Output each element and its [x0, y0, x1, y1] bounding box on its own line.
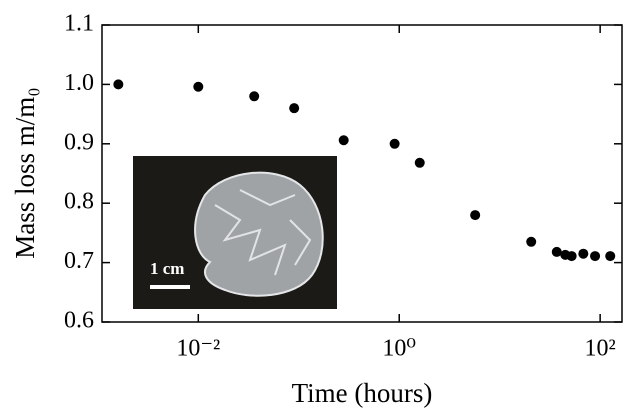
x-tick-label: 10⁻²: [176, 336, 220, 362]
scale-label: 1 cm: [150, 259, 184, 278]
data-point: [389, 138, 400, 149]
data-point: [113, 79, 124, 90]
x-tick-label: 10²: [585, 336, 616, 362]
data-point: [470, 210, 481, 221]
data-point: [338, 135, 349, 146]
y-tick-label: 0.9: [64, 129, 94, 155]
data-point: [551, 246, 562, 257]
x-axis-title: Time (hours): [292, 378, 433, 408]
film-texture: [214, 189, 312, 276]
data-point: [249, 91, 260, 102]
y-tick-label: 0.7: [64, 248, 94, 274]
y-tick-label: 0.6: [64, 308, 94, 334]
inset-photo: 1 cm: [133, 156, 337, 309]
x-tick-label: 10⁰: [382, 336, 416, 362]
y-tick-label: 0.8: [64, 189, 94, 215]
data-point: [590, 251, 601, 262]
data-point: [289, 103, 300, 114]
data-point: [414, 157, 425, 168]
data-point: [605, 251, 616, 262]
data-point: [566, 251, 577, 262]
data-point: [526, 236, 537, 247]
plot-frame: [101, 24, 623, 323]
y-axis-title: Mass loss m/m₀: [10, 87, 40, 258]
y-tick-label: 1.0: [64, 70, 94, 96]
data-point: [578, 248, 589, 259]
data-point: [193, 81, 204, 92]
y-tick-label: 1.1: [64, 11, 94, 37]
